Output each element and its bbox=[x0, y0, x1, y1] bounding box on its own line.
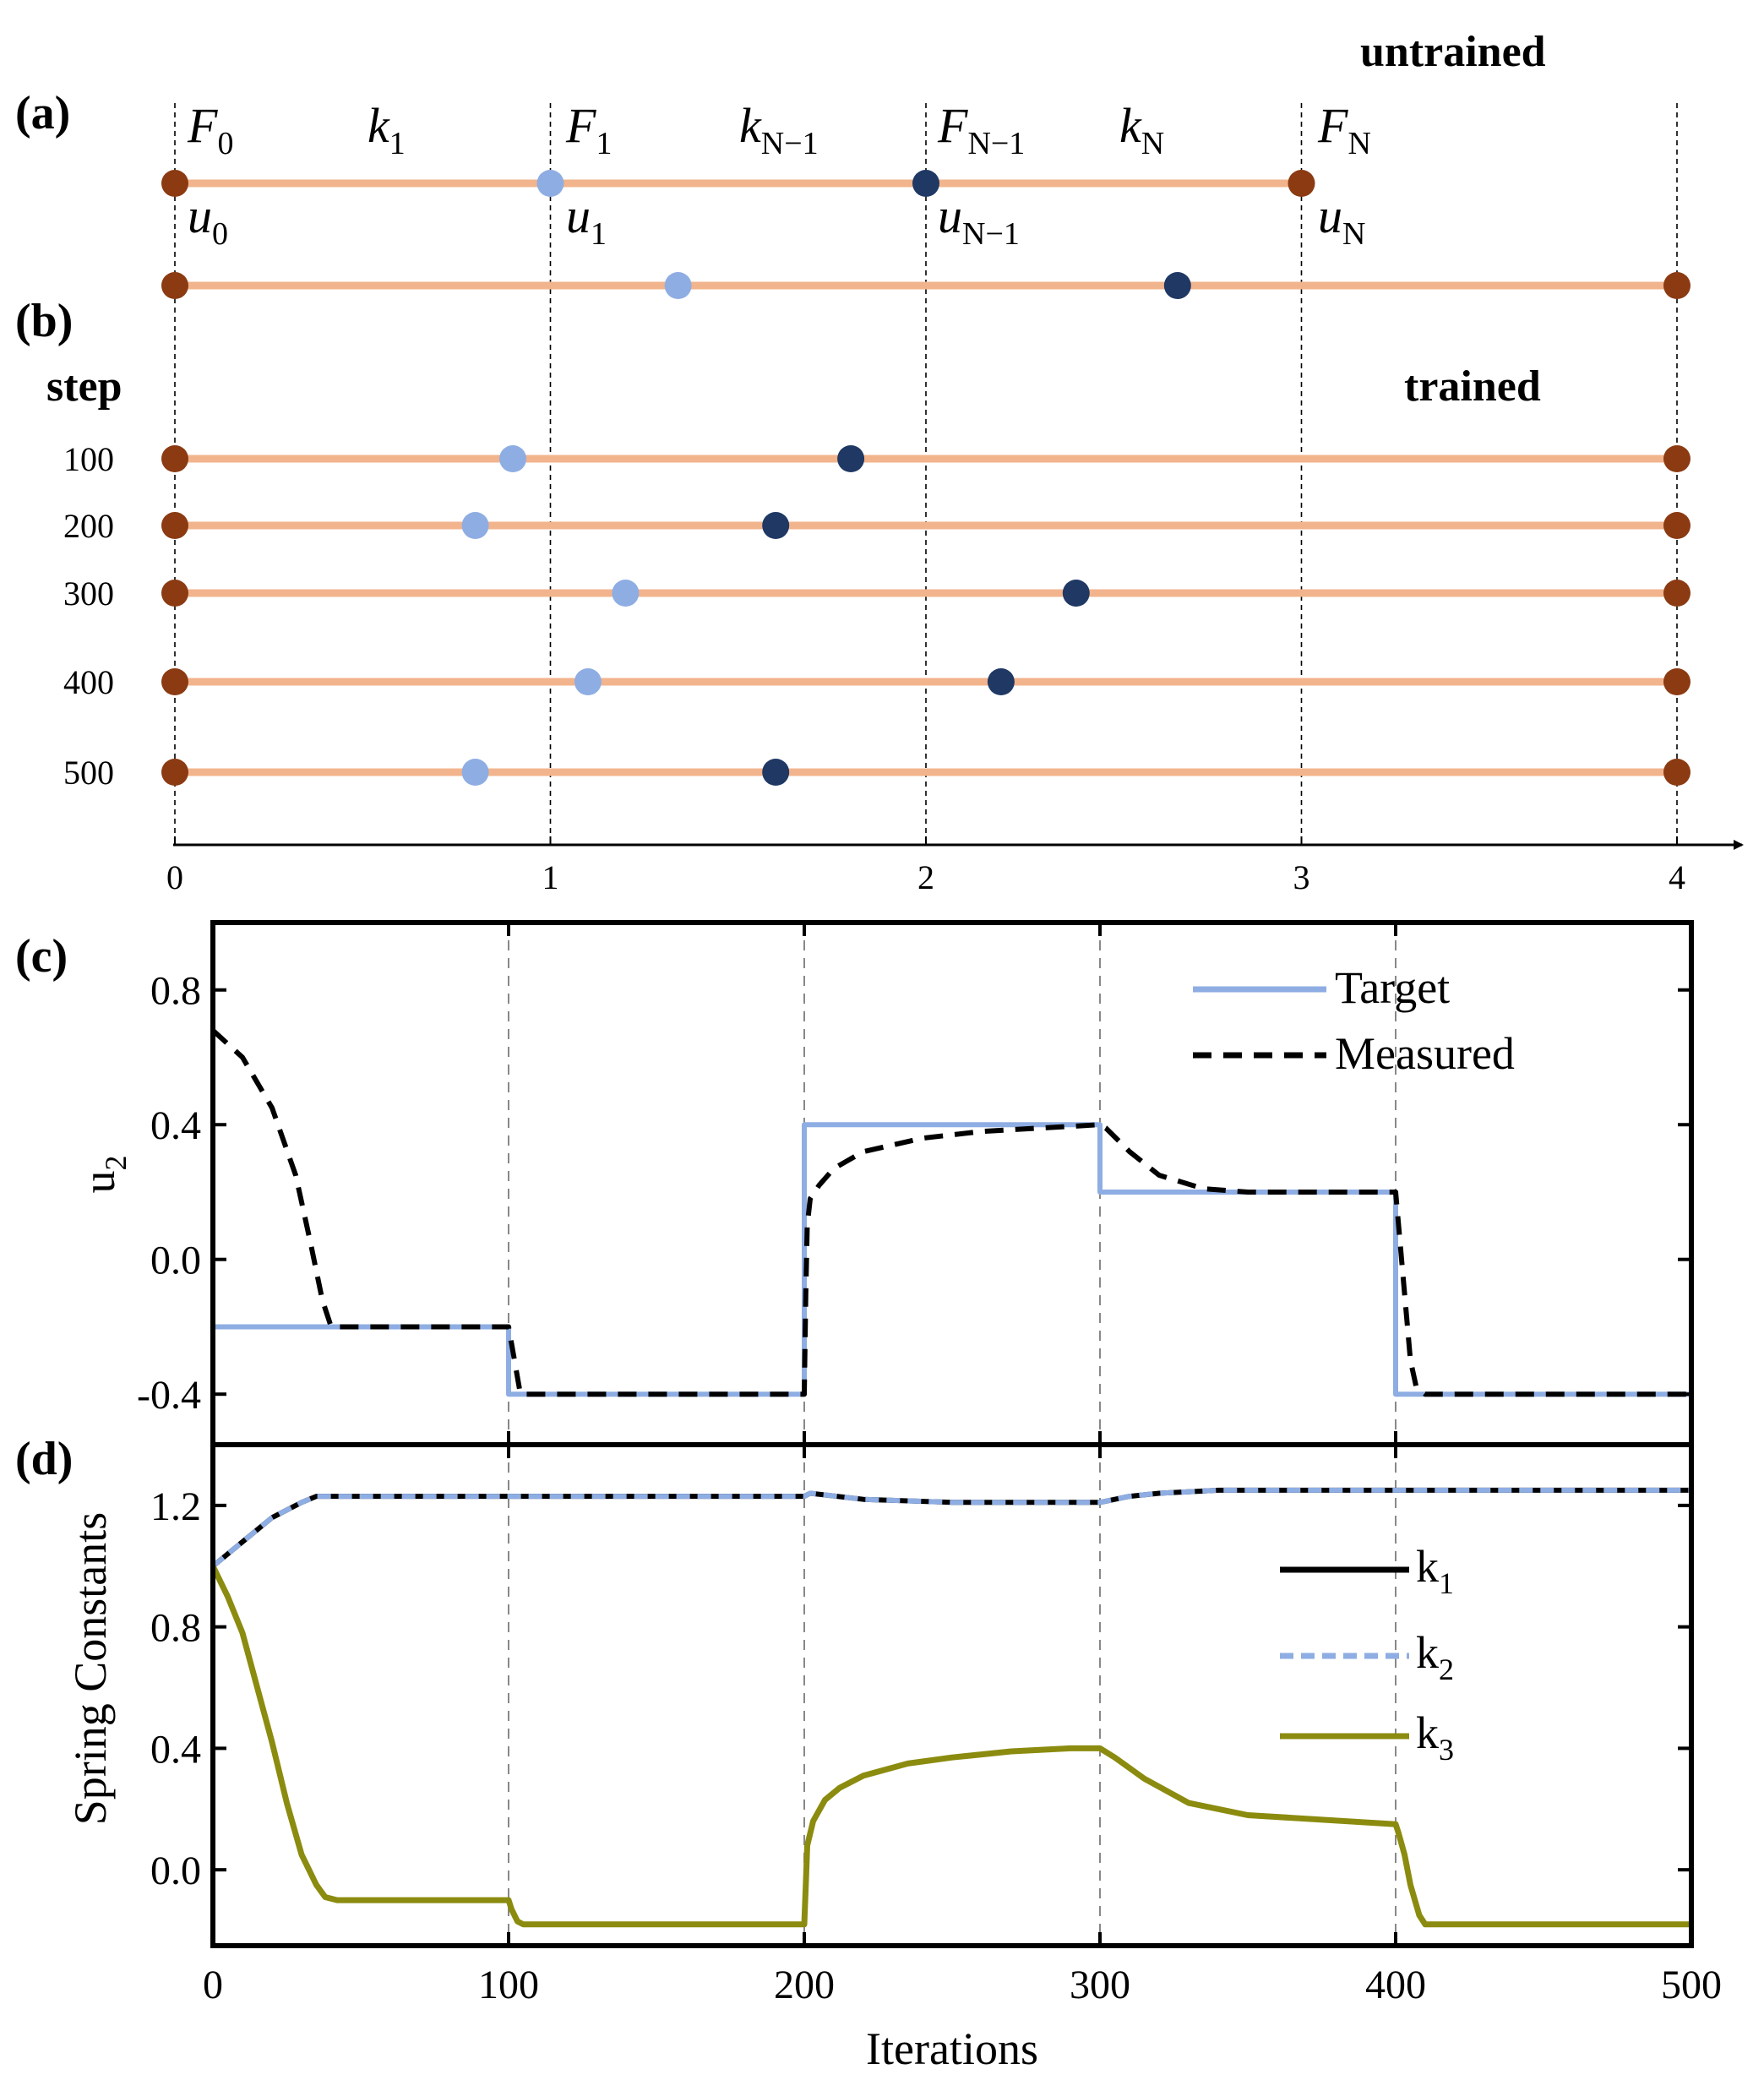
a-chain-node-2 bbox=[912, 170, 939, 197]
position-tick-label-4: 4 bbox=[1669, 858, 1685, 896]
panel-b-label: (b) bbox=[15, 295, 73, 347]
u2-axis-label: u2 bbox=[74, 1156, 133, 1194]
step-500-chain-node-1 bbox=[461, 759, 489, 786]
step-100-chain-left-wall-node bbox=[161, 445, 188, 472]
step-300-chain-right-wall-node bbox=[1663, 580, 1690, 607]
step-100-chain-node-1 bbox=[499, 445, 527, 472]
trained-label: trained bbox=[1404, 362, 1541, 411]
position-tick-label-0: 0 bbox=[166, 858, 183, 896]
panel-b: (b) step trained 100 200 300 400 500 0 1 2 3 4 bbox=[15, 295, 1744, 896]
displacement-label-1: u1 bbox=[566, 188, 607, 252]
u2-chart: -0.4 0.0 0.4 0.8 bbox=[137, 920, 1694, 1447]
ytick-label-0.4: 0.4 bbox=[150, 1103, 201, 1148]
step-500-chain-node-2 bbox=[762, 759, 790, 786]
a-chain-node-1 bbox=[536, 170, 564, 197]
ytick-label-0.8: 0.8 bbox=[150, 1606, 201, 1651]
panel-a: (a) untrained F0 F1 FN−1 FN k1 kN−1 kN u… bbox=[15, 28, 1690, 845]
a-chain-right-wall-node bbox=[1288, 170, 1315, 197]
ytick-label-0.4: 0.4 bbox=[150, 1727, 201, 1772]
plot-frame bbox=[210, 1442, 1694, 1948]
displacement-label-0: u0 bbox=[188, 188, 228, 252]
step-100-label: 100 bbox=[63, 440, 114, 478]
untrained-chain-node-1 bbox=[664, 272, 692, 299]
position-tick-label-3: 3 bbox=[1293, 858, 1310, 896]
panel-d: (d) Spring Constants Iterations 0.00.40.… bbox=[15, 1433, 1722, 2074]
spring-label-n: kN bbox=[1119, 98, 1164, 161]
legend-k1-label: k1 bbox=[1416, 1541, 1454, 1600]
series-target-line bbox=[213, 1122, 1691, 1397]
panel-c: (c) u2 -0.4 0.0 0.4 0.8 Target Measured bbox=[15, 920, 1694, 1447]
step-300-chain-left-wall-node bbox=[161, 580, 188, 607]
panel-b-rows: 100 200 300 400 500 bbox=[63, 440, 1690, 792]
spring-constants-chart: 0.0 0.4 0.8 1.2 0 100 200 300 400 500 bbox=[150, 1442, 1722, 2007]
panel-d-label: (d) bbox=[15, 1433, 73, 1485]
force-label-n-1: FN−1 bbox=[937, 98, 1025, 161]
legend-measured-label: Measured bbox=[1335, 1028, 1515, 1079]
step-500-chain-right-wall-node bbox=[1663, 759, 1690, 786]
step-400-chain-node-2 bbox=[987, 668, 1015, 695]
position-tick-label-2: 2 bbox=[917, 858, 934, 896]
step-300-label: 300 bbox=[63, 574, 114, 613]
position-axis-ticks: 0 1 2 3 4 bbox=[166, 836, 1685, 896]
xtick-label-300: 300 bbox=[1070, 1963, 1130, 2007]
step-100-chain-right-wall-node bbox=[1663, 445, 1690, 472]
step-header: step bbox=[46, 362, 122, 411]
step-500-label: 500 bbox=[63, 754, 114, 792]
spring-label-n-1: kN−1 bbox=[739, 98, 819, 161]
series-k2-line bbox=[213, 1487, 1691, 1569]
displacement-label-n-1: uN−1 bbox=[938, 188, 1020, 252]
step-200-chain-right-wall-node bbox=[1663, 512, 1690, 539]
untrained-chain-node-2 bbox=[1163, 272, 1191, 299]
force-label-0: F0 bbox=[187, 98, 233, 161]
untrained-label: untrained bbox=[1360, 28, 1546, 76]
untrained-chain-left-wall-node bbox=[161, 272, 188, 299]
step-400-chain-left-wall-node bbox=[161, 668, 188, 695]
xtick-label-0: 0 bbox=[203, 1963, 223, 2007]
panel-a-label: (a) bbox=[15, 87, 70, 139]
step-300-chain-node-2 bbox=[1062, 580, 1090, 607]
force-label-1: F1 bbox=[565, 98, 612, 161]
iterations-axis-label: Iterations bbox=[866, 2023, 1038, 2074]
ytick-label-1.2: 1.2 bbox=[150, 1484, 201, 1529]
xtick-label-200: 200 bbox=[774, 1963, 835, 2007]
xtick-label-400: 400 bbox=[1365, 1963, 1426, 2007]
ytick-label-0: 0.0 bbox=[150, 1849, 201, 1893]
legend-k2-label: k2 bbox=[1416, 1627, 1454, 1686]
displacement-label-n: uN bbox=[1318, 188, 1365, 252]
untrained-chain-right-wall-node bbox=[1663, 272, 1690, 299]
series-measured-line bbox=[213, 1028, 1691, 1397]
panel-a-chains bbox=[161, 170, 1690, 299]
step-200-label: 200 bbox=[63, 507, 114, 545]
ytick-label-0.8: 0.8 bbox=[150, 969, 201, 1014]
ytick-label-0: 0.0 bbox=[150, 1239, 201, 1283]
step-500-chain-left-wall-node bbox=[161, 759, 188, 786]
panel-a-guides bbox=[174, 103, 1678, 845]
step-400-chain-node-1 bbox=[574, 668, 602, 695]
step-400-label: 400 bbox=[63, 663, 114, 701]
legend-target-label: Target bbox=[1335, 962, 1450, 1013]
spring-label-1: k1 bbox=[368, 98, 406, 161]
chart-c-legend: Target Measured bbox=[1193, 962, 1515, 1079]
series-k3-line bbox=[213, 1565, 1691, 1928]
step-200-chain-left-wall-node bbox=[161, 512, 188, 539]
step-200-chain-node-1 bbox=[461, 512, 489, 539]
chart-d-legend: k1 k2 k3 bbox=[1280, 1541, 1454, 1767]
ytick-label--0.4: -0.4 bbox=[137, 1373, 201, 1418]
step-100-chain-node-2 bbox=[837, 445, 865, 472]
position-tick-label-1: 1 bbox=[542, 858, 559, 896]
legend-k3-label: k3 bbox=[1416, 1707, 1454, 1767]
xtick-label-500: 500 bbox=[1661, 1963, 1722, 2007]
panel-c-label: (c) bbox=[15, 930, 68, 983]
step-200-chain-node-2 bbox=[762, 512, 790, 539]
step-300-chain-node-1 bbox=[612, 580, 640, 607]
spring-constants-axis-label: Spring Constants bbox=[65, 1512, 116, 1826]
xtick-label-100: 100 bbox=[478, 1963, 539, 2007]
force-label-n: FN bbox=[1317, 98, 1371, 161]
plot-frame bbox=[210, 920, 1694, 1447]
step-400-chain-right-wall-node bbox=[1663, 668, 1690, 695]
a-chain-left-wall-node bbox=[161, 170, 188, 197]
